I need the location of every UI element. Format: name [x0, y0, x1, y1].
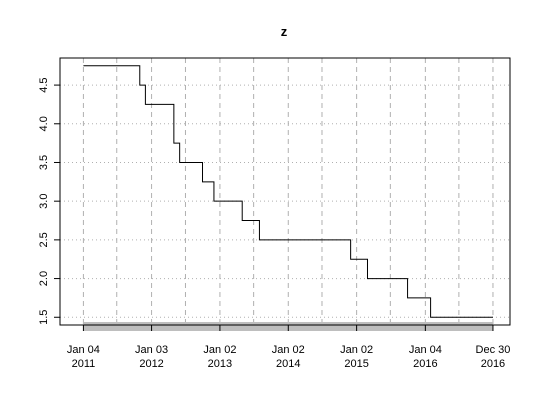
grid: [60, 58, 510, 325]
x-tick-label: Jan 02: [203, 344, 236, 356]
x-tick-label-year: 2014: [276, 358, 300, 370]
y-tick-label: 1.5: [38, 310, 50, 325]
x-tick-label: Jan 02: [272, 344, 305, 356]
y-tick-label: 4.0: [38, 116, 50, 131]
x-tick-label-year: 2012: [139, 358, 163, 370]
x-tick-label: Jan 04: [409, 344, 442, 356]
x-axis: Jan 04 2011 Jan 03 2012 Jan 02 2013 Jan 02 2014…: [67, 325, 510, 370]
chart-title: z: [281, 24, 288, 39]
x-tick-label-year: 2011: [72, 358, 96, 370]
y-tick-label: 2.0: [38, 271, 50, 286]
x-tick-label-year: 2013: [208, 358, 232, 370]
x-tick-label-year: 2016: [481, 358, 505, 370]
x-tick-label-year: 2015: [344, 358, 368, 370]
y-tick-label: 4.5: [38, 77, 50, 92]
x-tick-label-year: 2016: [413, 358, 437, 370]
y-tick-label: 3.0: [38, 194, 50, 209]
y-tick-label: 2.5: [38, 232, 50, 247]
x-tick-label: Jan 03: [135, 344, 168, 356]
plot-frame: [59, 57, 511, 326]
series-line: [83, 65, 493, 318]
x-tick-label: Dec 30: [476, 344, 511, 356]
y-axis: 1.5 2.0 2.5 3.0 3.5 4.0 4.5: [38, 77, 60, 325]
y-tick-label: 3.5: [38, 155, 50, 170]
x-tick-label: Jan 02: [340, 344, 373, 356]
x-tick-label: Jan 04: [67, 344, 100, 356]
series: [83, 65, 493, 318]
